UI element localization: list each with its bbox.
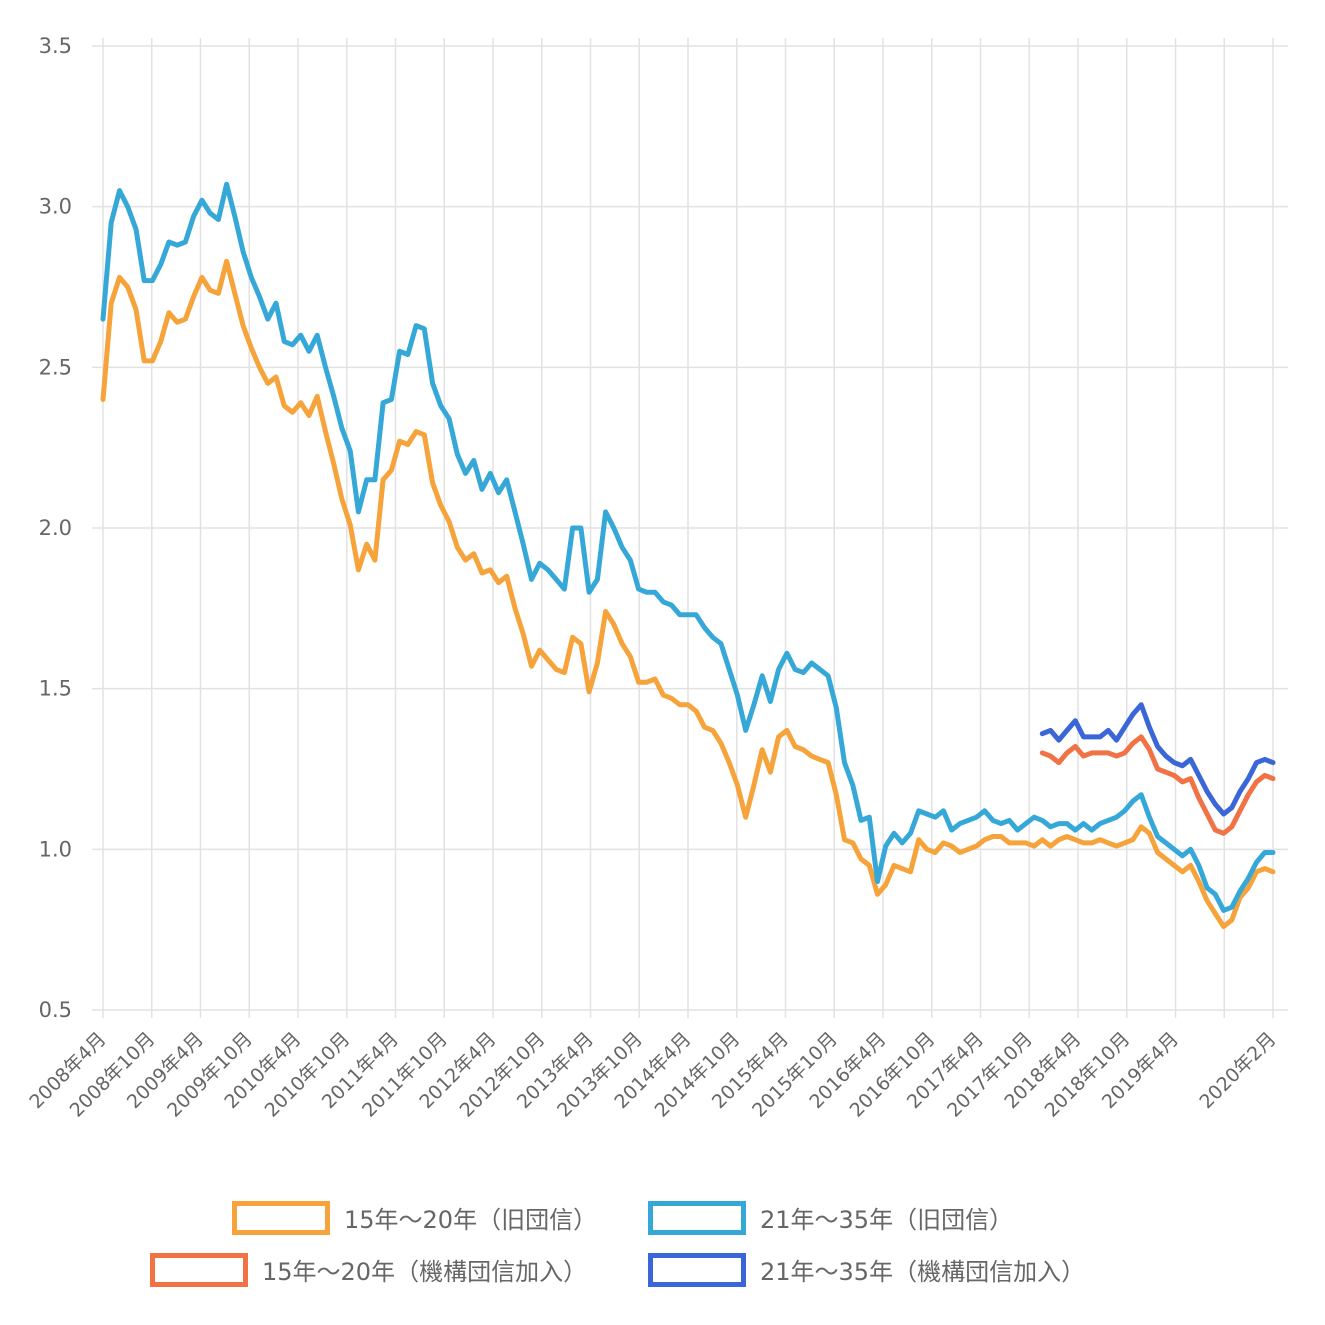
series-lines — [100, 181, 1276, 929]
y-tick-label: 2.5 — [39, 355, 72, 379]
legend-item-2[interactable]: 15年～20年（機構団信加入） — [150, 1252, 587, 1287]
series-line-1 — [100, 181, 1276, 913]
line-chart: 3.5 3.0 2.5 2.0 1.5 1.0 0.5 2008年4月2008年10月200… — [25, 34, 1288, 1122]
legend-item-3[interactable]: 21年～35年（機構団信加入） — [648, 1252, 1085, 1287]
y-tick-label: 3.0 — [39, 195, 72, 219]
y-axis: 3.5 3.0 2.5 2.0 1.5 1.0 0.5 — [39, 34, 72, 1022]
legend-label-0: 15年～20年（旧団信） — [344, 1206, 598, 1234]
legend-label-3: 21年～35年（機構団信加入） — [760, 1258, 1086, 1286]
legend-swatch-0 — [232, 1200, 330, 1235]
legend-item-1[interactable]: 21年～35年（旧団信） — [648, 1200, 1013, 1235]
y-tick-label: 1.5 — [39, 677, 72, 701]
y-tick-label: 0.5 — [39, 998, 72, 1022]
legend-label-2: 15年～20年（機構団信加入） — [262, 1258, 588, 1286]
legend-swatch-1 — [648, 1200, 746, 1235]
y-tick-label: 3.5 — [39, 34, 72, 58]
y-tick-label: 1.0 — [39, 837, 72, 861]
legend-swatch-2 — [150, 1252, 248, 1287]
series-line-3 — [1039, 702, 1276, 817]
x-axis: 2008年4月2008年10月2009年4月2009年10月2010年4月201… — [25, 1028, 1280, 1122]
x-tick-label: 2020年2月 — [1195, 1028, 1280, 1113]
legend-label-1: 21年～35年（旧団信） — [760, 1206, 1014, 1234]
series-line-2 — [1039, 734, 1276, 836]
series-line-0 — [100, 258, 1276, 929]
y-tick-label: 2.0 — [39, 516, 72, 540]
legend-item-0[interactable]: 15年～20年（旧団信） — [232, 1200, 597, 1235]
grid — [92, 38, 1288, 1018]
legend-swatch-3 — [648, 1252, 746, 1287]
